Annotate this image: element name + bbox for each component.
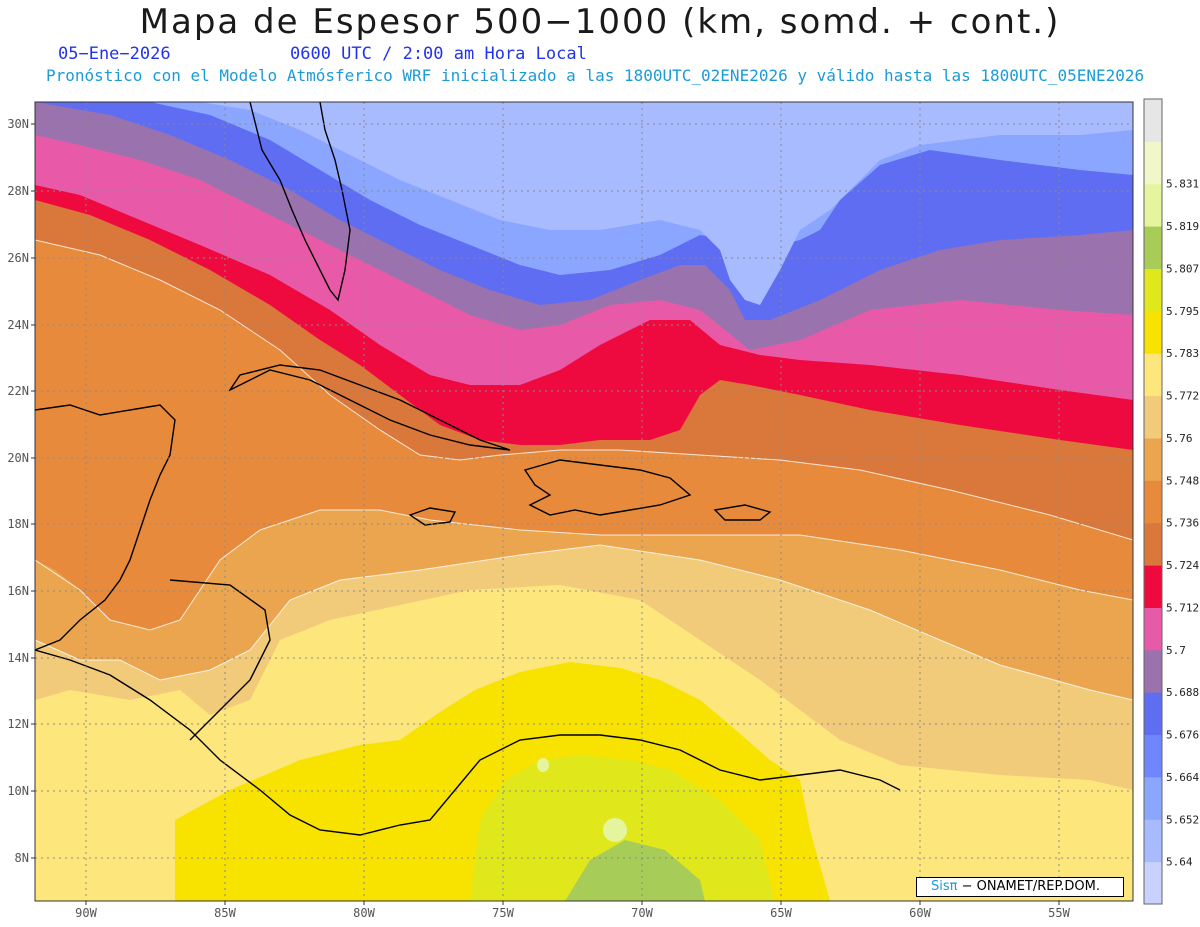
legend-label: 5.664 xyxy=(1166,771,1199,784)
legend-band xyxy=(1144,522,1162,566)
forecast-description: Pronóstico con el Modelo Atmósferico WRF… xyxy=(46,66,1145,85)
legend-frame xyxy=(1143,98,1163,905)
legend-band xyxy=(1144,99,1162,142)
legend-label: 5.7 xyxy=(1166,644,1186,657)
legend-band xyxy=(1144,692,1162,736)
legend-label: 5.712 xyxy=(1166,601,1199,614)
lat-label: 20N xyxy=(7,451,29,465)
lat-label: 12N xyxy=(7,717,29,731)
sispi-logo: Sisπ xyxy=(931,879,958,894)
legend-label: 5.819 xyxy=(1166,220,1199,233)
band-5.807 xyxy=(565,840,705,901)
coastlines xyxy=(35,102,901,836)
legend-band xyxy=(1144,268,1162,312)
lat-label: 14N xyxy=(7,651,29,665)
lat-label: 22N xyxy=(7,384,29,398)
lon-label: 65W xyxy=(770,906,792,920)
legend-label: 5.748 xyxy=(1166,474,1199,487)
thickness-field xyxy=(35,102,1133,901)
lon-label: 60W xyxy=(909,906,931,920)
band-5.64 xyxy=(200,102,1133,305)
legend-label: 5.64 xyxy=(1166,856,1193,869)
legend-label: 5.772 xyxy=(1166,390,1199,403)
legend-band xyxy=(1144,183,1162,227)
legend-band xyxy=(1144,565,1162,608)
lat-label: 28N xyxy=(7,184,29,198)
lat-label: 8N xyxy=(15,851,29,865)
legend-label: 5.783 xyxy=(1166,347,1199,360)
forecast-date: 05−Ene−2026 xyxy=(58,44,171,64)
lat-label: 24N xyxy=(7,318,29,332)
lat-label: 30N xyxy=(7,117,29,131)
color-legend: 5.64 5.652 5.664 5.676 5.688 5.7 5.712 5.724 5.7… xyxy=(1143,98,1199,905)
credit-box: Sisπ − ONAMET/REP.DOM. xyxy=(916,877,1124,897)
legend-band xyxy=(1144,226,1162,269)
lon-label: 70W xyxy=(631,906,653,920)
legend-label: 5.676 xyxy=(1166,729,1199,742)
map-title: Mapa de Espesor 500−1000 (km, somd. + co… xyxy=(139,2,1061,42)
lon-ticks xyxy=(85,901,1060,905)
lat-label: 26N xyxy=(7,251,29,265)
legend-band xyxy=(1144,480,1162,524)
band-5.819 xyxy=(603,818,627,842)
lon-label: 85W xyxy=(214,906,236,920)
longitude-labels: 90W 85W 80W 75W 70W 65W 60W 55W xyxy=(75,906,1070,920)
legend-band xyxy=(1144,776,1162,820)
legend-label: 5.724 xyxy=(1166,559,1199,572)
legend-band xyxy=(1144,607,1162,651)
legend-band xyxy=(1144,141,1162,185)
legend-band xyxy=(1144,861,1162,905)
lon-label: 90W xyxy=(75,906,97,920)
legend-label: 5.688 xyxy=(1166,686,1199,699)
lon-label: 55W xyxy=(1048,906,1070,920)
legend-band xyxy=(1144,310,1162,354)
latitude-labels: 30N 28N 26N 24N 22N 20N 18N 16N 14N 12N … xyxy=(7,117,29,865)
lat-label: 16N xyxy=(7,584,29,598)
lon-label: 75W xyxy=(492,906,514,920)
legend-label: 5.736 xyxy=(1166,517,1199,530)
lat-label: 10N xyxy=(7,784,29,798)
legend-label: 5.807 xyxy=(1166,263,1199,276)
legend-band xyxy=(1144,353,1162,397)
legend-label: 5.652 xyxy=(1166,813,1199,826)
gridlines xyxy=(35,102,1133,901)
forecast-time: 0600 UTC / 2:00 am Hora Local xyxy=(290,44,587,64)
legend-label: 5.76 xyxy=(1166,432,1193,445)
legend-band xyxy=(1144,734,1162,778)
legend-band xyxy=(1144,437,1162,481)
legend-label: 5.831 xyxy=(1166,178,1199,191)
legend-band xyxy=(1144,395,1162,439)
lat-ticks xyxy=(31,123,35,859)
legend-band xyxy=(1144,819,1162,863)
lon-label: 80W xyxy=(353,906,375,920)
legend-label: 5.795 xyxy=(1166,305,1199,318)
lat-label: 18N xyxy=(7,517,29,531)
credit-org: − ONAMET/REP.DOM. xyxy=(957,879,1101,894)
legend-band xyxy=(1144,649,1162,693)
